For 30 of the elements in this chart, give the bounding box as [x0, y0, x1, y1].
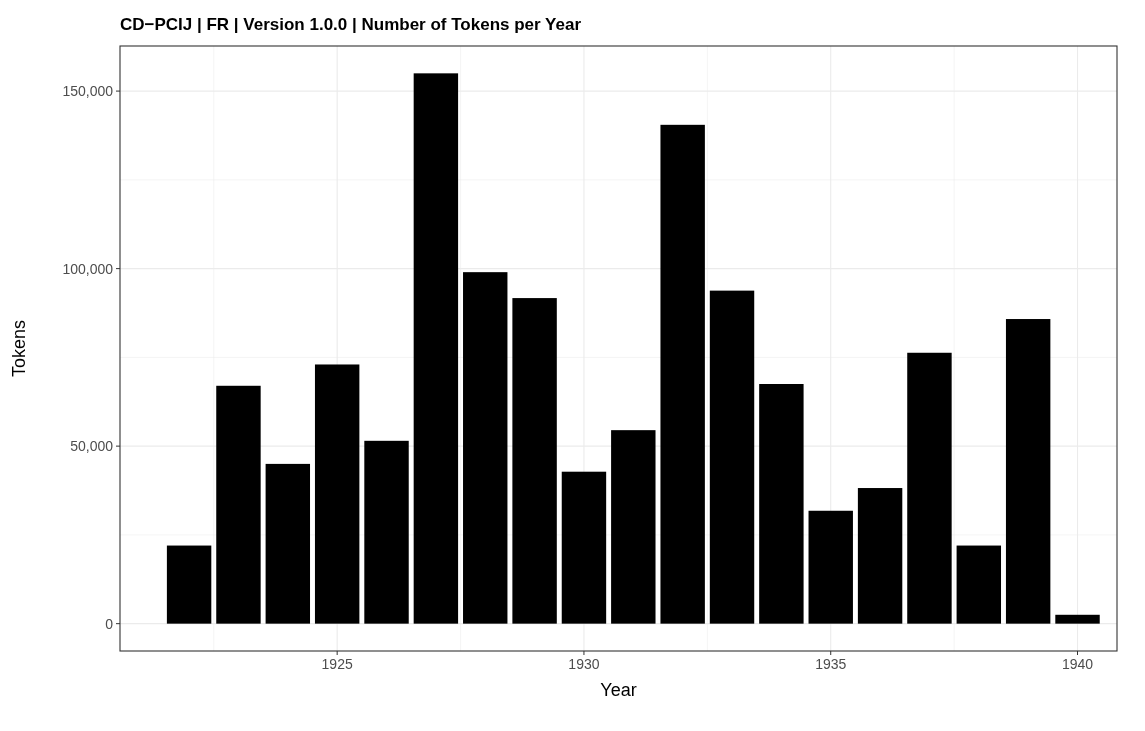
y-tick-label: 50,000	[70, 438, 114, 455]
bar	[709, 290, 755, 624]
y-tick-label: 150,000	[62, 83, 114, 100]
bar	[561, 471, 607, 624]
bar	[364, 440, 409, 624]
y-axis-title: Tokens	[9, 319, 29, 378]
x-tick-label: 1925	[321, 656, 353, 672]
bar	[463, 272, 508, 624]
bar	[166, 545, 212, 624]
x-tick-label: 1940	[1061, 656, 1094, 672]
bar	[611, 430, 656, 624]
x-axis-title: Year	[600, 680, 637, 700]
bar	[759, 384, 804, 624]
bar	[314, 364, 360, 624]
bar	[808, 510, 853, 624]
bar	[857, 488, 903, 624]
y-tick-label: 0	[105, 615, 114, 632]
y-tick-label: 100,000	[62, 260, 114, 277]
x-tick-label: 1935	[815, 656, 847, 672]
bar	[907, 352, 952, 624]
bar	[956, 545, 1002, 624]
bar	[660, 124, 705, 624]
bar	[413, 73, 459, 624]
bar	[216, 385, 261, 624]
chart-title: CD−PCIJ | FR | Version 1.0.0 | Number of Tokens per Year	[120, 15, 582, 34]
bar	[1005, 319, 1051, 624]
bar	[1055, 614, 1100, 624]
x-tick-label: 1930	[568, 656, 600, 672]
bar	[512, 298, 557, 624]
bar	[265, 463, 311, 624]
